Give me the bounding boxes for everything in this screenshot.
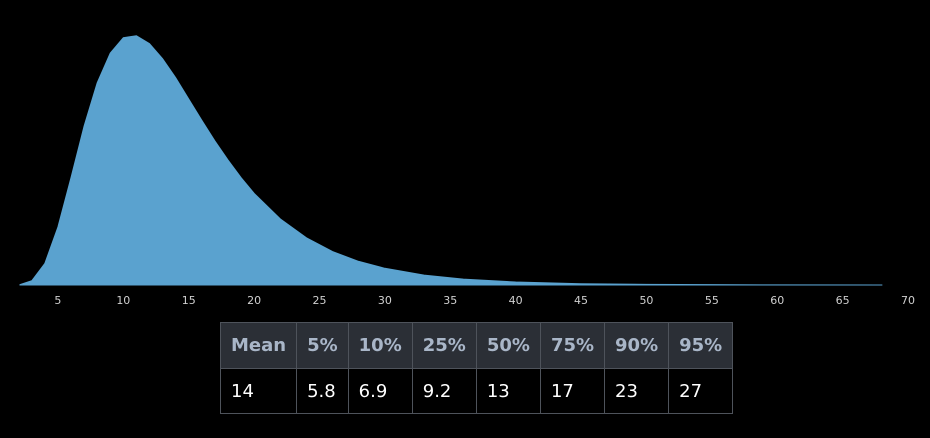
- header-row: Mean 5% 10% 25% 50% 75% 90% 95%: [219, 322, 734, 369]
- column-header: 95%: [668, 322, 734, 369]
- x-tick-label: 50: [639, 294, 653, 307]
- density-area: [19, 35, 883, 286]
- x-tick-label: 30: [378, 294, 392, 307]
- x-tick-label: 45: [574, 294, 588, 307]
- x-tick-label: 65: [836, 294, 850, 307]
- x-tick-label: 10: [116, 294, 130, 307]
- column-header: 5%: [296, 322, 349, 369]
- x-tick-label: 15: [182, 294, 196, 307]
- table-cell: 6.9: [347, 368, 413, 414]
- table-cell: 9.2: [411, 368, 477, 414]
- table-cell: 13: [475, 368, 541, 414]
- x-tick-label: 35: [443, 294, 457, 307]
- x-tick-label: 60: [770, 294, 784, 307]
- x-tick-label: 20: [247, 294, 261, 307]
- summary-table: Mean 5% 10% 25% 50% 75% 90% 95% 14 5.8 6.9 9.2 13 17…: [219, 322, 734, 414]
- column-header: 50%: [475, 322, 541, 369]
- value-row: 14 5.8 6.9 9.2 13 17 23 27: [219, 368, 734, 414]
- x-tick-label: 70: [901, 294, 915, 307]
- x-tick-label: 5: [54, 294, 61, 307]
- table-cell: 17: [539, 368, 606, 414]
- x-tick-label: 40: [509, 294, 523, 307]
- x-tick-label: 25: [312, 294, 326, 307]
- column-header: 10%: [347, 322, 413, 369]
- column-header: 75%: [539, 322, 606, 369]
- table-cell: 14: [219, 368, 298, 414]
- table-cell: 5.8: [296, 368, 349, 414]
- table-cell: 23: [604, 368, 670, 414]
- column-header: Mean: [219, 322, 298, 369]
- column-header: 25%: [411, 322, 477, 369]
- table-cell: 27: [668, 368, 734, 414]
- chart: 5 10 15 20 25 30 35 40 45 50 55 60 65 70: [19, 35, 915, 307]
- x-tick-label: 55: [705, 294, 719, 307]
- column-header: 90%: [604, 322, 670, 369]
